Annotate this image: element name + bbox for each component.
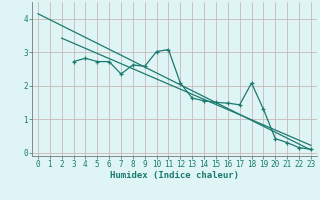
X-axis label: Humidex (Indice chaleur): Humidex (Indice chaleur) (110, 171, 239, 180)
